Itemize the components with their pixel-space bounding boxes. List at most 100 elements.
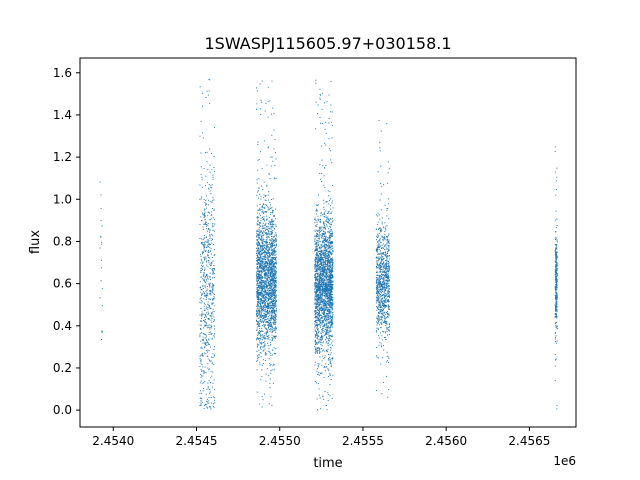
- data-point: [266, 300, 268, 302]
- data-point: [329, 243, 331, 245]
- data-point: [257, 283, 259, 285]
- data-point: [257, 256, 259, 258]
- data-point: [267, 313, 269, 315]
- data-point: [258, 243, 260, 245]
- data-point: [322, 300, 324, 302]
- data-point: [271, 306, 273, 308]
- data-point: [330, 366, 332, 368]
- data-point: [208, 298, 210, 300]
- data-point: [324, 142, 326, 144]
- data-point: [199, 382, 201, 384]
- data-point: [275, 336, 277, 338]
- data-point: [327, 265, 329, 267]
- data-point: [267, 250, 269, 252]
- data-point: [201, 339, 203, 341]
- data-point: [331, 275, 333, 277]
- data-point: [261, 309, 263, 311]
- data-point: [266, 164, 268, 166]
- data-point: [214, 399, 216, 401]
- data-point: [207, 204, 209, 206]
- data-point: [330, 270, 332, 272]
- data-point: [274, 297, 276, 299]
- data-point: [101, 259, 103, 261]
- data-point: [265, 305, 267, 307]
- data-point: [265, 226, 267, 228]
- data-point: [203, 342, 205, 344]
- data-point: [315, 263, 317, 265]
- data-point: [267, 293, 269, 295]
- data-point: [329, 344, 331, 346]
- data-point: [260, 238, 262, 240]
- data-point: [268, 237, 270, 239]
- data-point: [270, 260, 272, 262]
- data-point: [263, 346, 265, 348]
- data-point: [269, 256, 271, 258]
- data-point: [328, 359, 330, 361]
- data-point: [207, 275, 209, 277]
- data-point: [331, 290, 333, 292]
- data-point: [211, 332, 213, 334]
- data-point: [315, 306, 317, 308]
- data-point: [271, 314, 273, 316]
- data-point: [319, 322, 321, 324]
- data-point: [266, 263, 268, 265]
- data-point: [267, 324, 269, 326]
- data-point: [264, 288, 266, 290]
- data-point: [314, 340, 316, 342]
- data-point: [213, 319, 215, 321]
- data-point: [315, 292, 317, 294]
- data-point: [208, 78, 210, 80]
- data-point: [317, 278, 319, 280]
- data-point: [266, 281, 268, 283]
- data-point: [202, 251, 204, 253]
- data-point: [321, 259, 323, 261]
- data-point: [199, 301, 201, 303]
- data-point: [317, 113, 319, 115]
- data-point: [269, 289, 271, 291]
- data-point: [257, 259, 259, 261]
- data-point: [268, 304, 270, 306]
- data-point: [267, 350, 269, 352]
- data-point: [330, 303, 332, 305]
- data-point: [327, 272, 329, 274]
- data-point: [261, 297, 263, 299]
- data-point: [323, 315, 325, 317]
- data-point: [199, 355, 201, 357]
- data-point: [259, 291, 261, 293]
- data-point: [263, 316, 265, 318]
- data-point: [259, 287, 261, 289]
- data-point: [214, 346, 216, 348]
- data-point: [272, 276, 274, 278]
- data-point: [315, 268, 317, 270]
- data-point: [270, 257, 272, 259]
- data-point: [331, 284, 333, 286]
- data-point: [272, 321, 274, 323]
- data-point: [329, 225, 331, 227]
- data-point: [272, 278, 274, 280]
- data-point: [268, 266, 270, 268]
- data-point: [270, 354, 272, 356]
- data-point: [263, 286, 265, 288]
- data-point: [328, 280, 330, 282]
- data-point: [270, 298, 272, 300]
- data-point: [207, 240, 209, 242]
- data-point: [204, 333, 206, 335]
- data-point: [263, 349, 265, 351]
- data-point: [270, 288, 272, 290]
- data-point: [261, 267, 263, 269]
- data-point: [318, 342, 320, 344]
- data-point: [213, 316, 215, 318]
- data-point: [268, 256, 270, 258]
- data-point: [318, 255, 320, 257]
- data-point: [327, 216, 329, 218]
- data-point: [260, 330, 262, 332]
- data-point: [211, 169, 213, 171]
- data-point: [275, 326, 277, 328]
- data-point: [200, 340, 202, 342]
- data-point: [209, 267, 211, 269]
- data-point: [258, 344, 260, 346]
- data-point: [271, 212, 273, 214]
- data-point: [326, 317, 328, 319]
- data-point: [205, 393, 207, 395]
- data-point: [270, 113, 272, 115]
